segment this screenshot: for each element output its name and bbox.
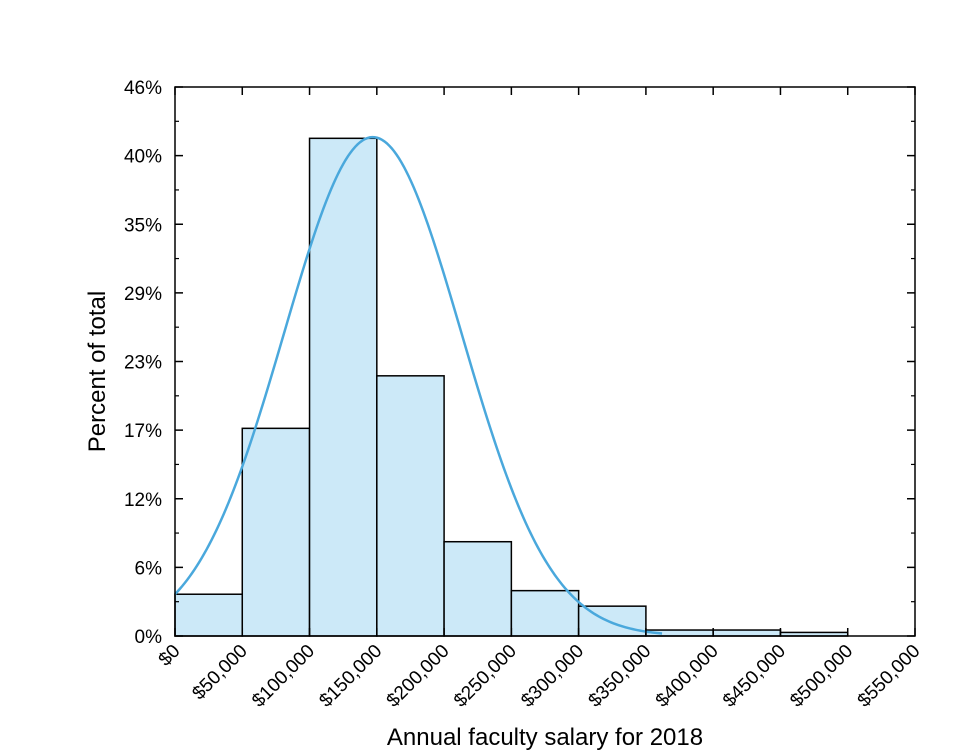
x-tick-label: $250,000 bbox=[450, 641, 521, 712]
y-tick-label: 12% bbox=[124, 490, 162, 511]
y-tick-label: 0% bbox=[135, 627, 163, 648]
histogram-bar-1 bbox=[241, 427, 311, 637]
x-tick-label: $50,000 bbox=[188, 641, 251, 704]
histogram-bar-2 bbox=[308, 137, 378, 637]
y-tick-label: 23% bbox=[124, 353, 162, 374]
y-tick-label: 6% bbox=[135, 558, 163, 579]
bars-group bbox=[174, 137, 849, 637]
histogram-bar-8 bbox=[712, 629, 782, 637]
y-tick-label: 40% bbox=[124, 147, 162, 168]
x-tick-label: $500,000 bbox=[786, 641, 857, 712]
x-tick-label: $350,000 bbox=[585, 641, 656, 712]
x-axis-title: Annual faculty salary for 2018 bbox=[387, 724, 703, 750]
y-tick-labels: 0% 6% 12% 17% 23% 29% 35% 40% 46% bbox=[124, 78, 162, 648]
y-tick-label: 35% bbox=[124, 215, 162, 236]
x-tick-label: $400,000 bbox=[652, 641, 723, 712]
ticks-group bbox=[174, 86, 916, 637]
histogram-bar-3 bbox=[376, 375, 445, 637]
x-tick-label: $200,000 bbox=[383, 641, 454, 712]
y-tick-label: 17% bbox=[124, 421, 162, 442]
x-tick-label: $550,000 bbox=[854, 641, 925, 712]
x-tick-label: $100,000 bbox=[248, 641, 319, 712]
y-tick-label: 46% bbox=[124, 78, 162, 99]
x-tick-label: $150,000 bbox=[315, 641, 386, 712]
histogram-bar-5 bbox=[510, 589, 580, 637]
y-tick-label: 29% bbox=[124, 284, 162, 305]
histogram-bar-0 bbox=[174, 593, 244, 637]
x-tick-label: $450,000 bbox=[719, 641, 790, 712]
normal-fit-curve bbox=[174, 135, 663, 635]
x-tick-labels: $0 $50,000$100,000$150,000$200,000$250,00… bbox=[155, 641, 925, 712]
x-tick-label: $300,000 bbox=[517, 641, 588, 712]
histogram-bar-4 bbox=[443, 540, 513, 637]
y-axis-title: Percent of total bbox=[84, 291, 111, 452]
